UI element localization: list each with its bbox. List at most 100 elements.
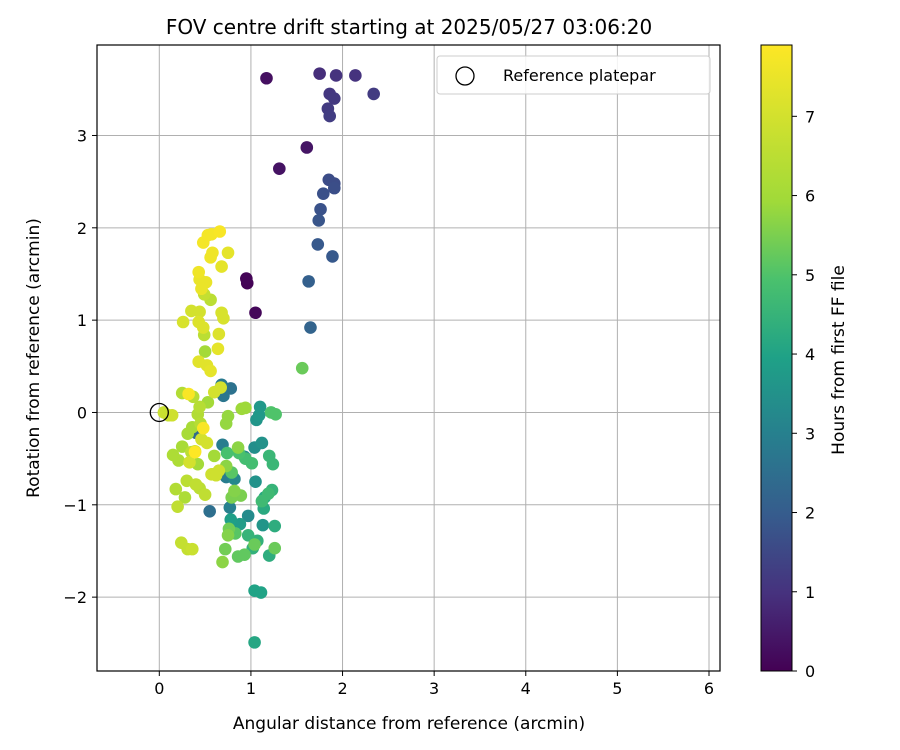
chart-title: FOV centre drift starting at 2025/05/27 … [166, 15, 652, 39]
grid [97, 45, 720, 671]
data-point [269, 408, 282, 421]
x-tick-label: 0 [154, 679, 164, 698]
colorbar-tick-label: 4 [805, 345, 815, 364]
data-point [216, 556, 229, 569]
y-tick-label: −1 [63, 496, 87, 515]
data-point [301, 141, 314, 154]
data-point [249, 306, 262, 319]
colorbar-tick-label: 3 [805, 424, 815, 443]
data-point [254, 401, 267, 414]
data-point [204, 365, 217, 378]
data-point [257, 519, 270, 532]
y-axis-label: Rotation from reference (arcmin) [24, 218, 44, 498]
data-point [192, 266, 205, 279]
data-point [222, 246, 235, 259]
data-point [238, 548, 251, 561]
data-point [181, 427, 194, 440]
data-point [171, 500, 184, 513]
colorbar-label: Hours from first FF file [829, 265, 849, 455]
data-point [330, 69, 343, 82]
data-point [213, 225, 226, 238]
x-tick-label: 6 [704, 679, 714, 698]
data-point [349, 69, 362, 82]
data-point [189, 446, 202, 459]
y-tick-label: −2 [63, 588, 87, 607]
data-point [267, 458, 280, 471]
data-point [256, 437, 269, 450]
data-point [296, 362, 309, 375]
data-point [186, 543, 199, 556]
data-point [221, 447, 234, 460]
data-point [199, 488, 212, 501]
colorbar-ticks: 0 1 2 3 4 5 6 7 [792, 107, 815, 681]
colorbar [761, 45, 792, 671]
x-tick-label: 3 [429, 679, 439, 698]
data-point [313, 67, 326, 80]
data-point [268, 542, 281, 555]
x-tick-label: 4 [521, 679, 531, 698]
data-point [317, 187, 330, 200]
data-point [256, 495, 269, 508]
data-point [213, 328, 226, 341]
data-point [228, 485, 241, 498]
data-point [302, 275, 315, 288]
data-point [239, 402, 252, 415]
plot-frame [97, 45, 720, 671]
data-point [240, 272, 253, 285]
colorbar-tick-label: 6 [805, 187, 815, 206]
data-point [219, 543, 232, 556]
data-point [273, 162, 286, 175]
legend: Reference platepar [437, 56, 710, 94]
data-point [182, 388, 195, 401]
x-tick-label: 2 [337, 679, 347, 698]
data-point [201, 437, 214, 450]
data-point [222, 529, 235, 542]
data-point [304, 321, 317, 334]
colorbar-tick-label: 7 [805, 107, 815, 126]
data-point [169, 483, 182, 496]
y-tick-label: 0 [77, 403, 87, 422]
colorbar-tick-label: 2 [805, 504, 815, 523]
data-point [255, 586, 268, 599]
colorbar-tick-label: 5 [805, 266, 815, 285]
y-tick-label: 1 [77, 311, 87, 330]
data-point [232, 441, 245, 454]
scatter-points [158, 67, 380, 648]
data-point [203, 505, 216, 518]
data-point [314, 203, 327, 216]
data-point [311, 238, 324, 251]
data-point [326, 250, 339, 263]
data-point [195, 282, 208, 295]
data-point [212, 342, 225, 355]
x-tick-label: 5 [612, 679, 622, 698]
data-point [312, 214, 325, 227]
data-point [214, 381, 227, 394]
data-point [220, 417, 233, 430]
data-point [215, 260, 228, 273]
x-tick-label: 1 [246, 679, 256, 698]
x-axis-label: Angular distance from reference (arcmin) [233, 714, 585, 734]
data-point [248, 636, 261, 649]
data-point [197, 422, 210, 435]
data-point [177, 316, 190, 329]
data-point [268, 520, 281, 533]
y-tick-label: 2 [77, 219, 87, 238]
data-point [328, 182, 341, 195]
x-axis-ticks: 0 1 2 3 4 5 6 [154, 671, 714, 698]
data-point [323, 110, 336, 123]
data-point [367, 88, 380, 101]
data-point [217, 312, 230, 325]
data-point [208, 450, 221, 463]
data-point [197, 321, 210, 334]
figure: FOV centre drift starting at 2025/05/27 … [0, 0, 900, 750]
y-tick-label: 3 [77, 126, 87, 145]
data-point [192, 355, 205, 368]
data-point [190, 478, 203, 491]
y-axis-ticks: −2 −1 0 1 2 3 [63, 126, 97, 607]
data-point [210, 469, 223, 482]
data-point [206, 246, 219, 259]
data-point [248, 538, 261, 551]
legend-label: Reference platepar [503, 66, 656, 85]
colorbar-tick-label: 0 [805, 662, 815, 681]
data-point [260, 72, 273, 85]
